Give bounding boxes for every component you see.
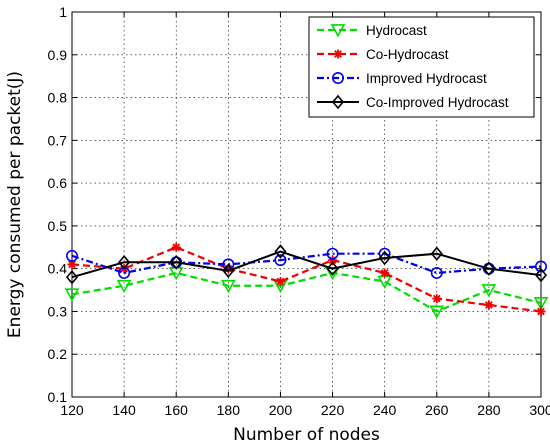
- legend-marker: [331, 72, 344, 85]
- data-point: [429, 305, 445, 319]
- legend-label: Co-Improved Hydrocast: [366, 95, 509, 110]
- y-tick-label: 0.6: [48, 175, 68, 191]
- plot-frame: [71, 11, 542, 398]
- data-point: [67, 259, 77, 269]
- x-tick-label: 120: [60, 402, 84, 418]
- grid: [72, 12, 541, 397]
- data-point: [326, 261, 339, 276]
- data-point: [170, 255, 183, 270]
- data-point: [430, 266, 443, 279]
- data-point: [430, 246, 443, 261]
- asterisk-stroke: [334, 50, 342, 58]
- data-point: [66, 249, 79, 262]
- asterisk-stroke: [485, 301, 493, 309]
- series-line: [71, 252, 542, 275]
- asterisk-stroke: [68, 260, 76, 269]
- axis-ticks: 120 140 160 180 200 220 240 260 280 300 0.1 0.2 0.3 0…: [48, 4, 550, 418]
- legend-label: Co-Hydrocast: [366, 47, 449, 62]
- legend-entry: Hydrocast: [317, 23, 427, 38]
- data-point: [534, 267, 548, 283]
- x-tick-label: 160: [165, 402, 189, 418]
- legend-marker: [330, 24, 346, 38]
- data-point: [220, 279, 236, 294]
- data-point: [222, 258, 235, 271]
- data-point: [534, 260, 547, 273]
- y-tick-label: 1: [59, 4, 67, 20]
- data-point: [536, 306, 546, 316]
- legend: Hydrocast Co-Hydrocast Improved Hydrocast C…: [308, 16, 535, 118]
- asterisk-stroke: [380, 269, 389, 277]
- legend-label: Improved Hydrocast: [366, 71, 487, 86]
- data-point: [171, 242, 181, 252]
- y-tick-label: 0.3: [48, 303, 68, 319]
- x-tick-label: 260: [425, 402, 449, 418]
- asterisk-stroke: [537, 307, 545, 316]
- x-tick-label: 140: [112, 402, 136, 418]
- data-point: [65, 269, 79, 285]
- data-point: [64, 288, 80, 302]
- x-tick-label: 300: [529, 402, 550, 418]
- x-tick-label: 240: [373, 402, 397, 418]
- data-point: [274, 244, 287, 259]
- series-line: [71, 246, 542, 313]
- y-tick-label: 0.9: [48, 47, 68, 63]
- y-tick-label: 0.2: [48, 346, 68, 362]
- legend-label: Hydrocast: [366, 23, 427, 38]
- y-tick-label: 0.7: [48, 132, 68, 148]
- series-hydrocast: [64, 267, 549, 319]
- series-line: [71, 250, 542, 279]
- series-line: [71, 271, 542, 313]
- data-point: [484, 300, 494, 310]
- y-axis-title: Energy consumed per packet(J): [5, 71, 25, 338]
- data-point: [116, 279, 132, 294]
- series-co-hydrocast: [67, 242, 546, 316]
- data-point: [378, 250, 391, 266]
- data-point: [432, 294, 442, 304]
- series-co-improved-hydrocast: [65, 244, 548, 285]
- data-point: [275, 277, 285, 286]
- data-point: [222, 263, 235, 279]
- asterisk-stroke: [432, 294, 441, 303]
- asterisk-stroke: [172, 243, 181, 252]
- x-tick-label: 280: [477, 402, 501, 418]
- data-point: [533, 296, 549, 311]
- data-point: [380, 268, 390, 278]
- x-axis-title: Number of nodes: [233, 425, 380, 445]
- data-point: [274, 254, 287, 267]
- y-tick-label: 0.8: [48, 90, 68, 106]
- legend-entry: Co-Improved Hydrocast: [317, 94, 509, 110]
- data-point: [482, 261, 495, 276]
- legend-box: [308, 16, 535, 118]
- data-point: [326, 247, 339, 260]
- legend-marker: [333, 49, 343, 59]
- y-tick-label: 0.1: [48, 389, 68, 405]
- x-tick-label: 180: [217, 402, 241, 418]
- x-tick-label: 220: [321, 402, 345, 418]
- y-tick-label: 0.5: [48, 218, 68, 234]
- legend-marker: [331, 94, 345, 110]
- data-point: [481, 284, 497, 298]
- data-point: [118, 255, 131, 270]
- legend-entry: Co-Hydrocast: [317, 47, 449, 62]
- y-tick-label: 0.4: [48, 261, 68, 277]
- legend-entry: Improved Hydrocast: [317, 71, 487, 86]
- asterisk-stroke: [276, 277, 285, 286]
- x-tick-label: 200: [269, 402, 293, 418]
- series-group: [64, 242, 549, 319]
